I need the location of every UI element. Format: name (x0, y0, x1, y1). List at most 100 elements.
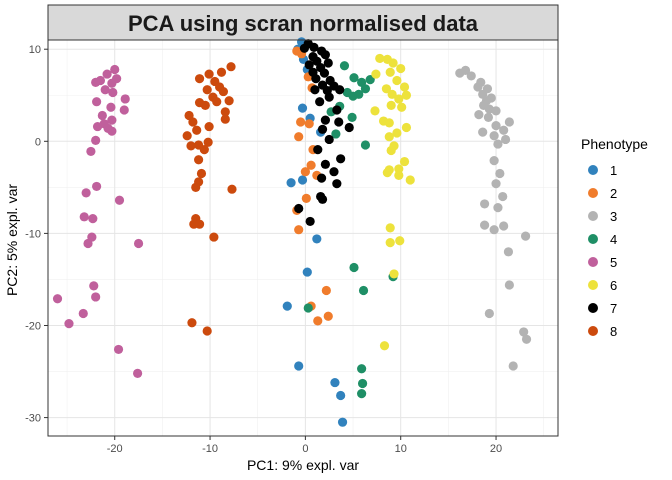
y-tick-label: -20 (25, 320, 41, 332)
x-tick-label: 10 (395, 443, 407, 455)
data-point-phenotype-6 (387, 89, 397, 99)
data-point-phenotype-8 (182, 131, 192, 141)
legend-label-6: 6 (610, 278, 617, 293)
legend-key-4 (588, 234, 598, 244)
data-point-phenotype-8 (199, 144, 209, 155)
data-point-phenotype-2 (313, 316, 323, 326)
data-point-phenotype-1 (286, 178, 296, 188)
data-point-phenotype-4 (357, 378, 368, 389)
x-axis-ticks: -20 -10 0 10 20 (107, 436, 502, 455)
data-point-phenotype-4 (349, 73, 359, 83)
data-point-phenotype-8 (191, 182, 201, 192)
legend-label-4: 4 (610, 232, 617, 247)
data-point-phenotype-2 (300, 167, 310, 177)
data-point-phenotype-8 (202, 326, 212, 336)
y-axis-title: PC2: 5% expl. var (4, 184, 20, 296)
data-point-phenotype-6 (385, 238, 395, 248)
data-point-phenotype-4 (360, 84, 371, 94)
data-point-phenotype-5 (91, 292, 101, 302)
legend-label-3: 3 (610, 209, 617, 224)
data-point-phenotype-4 (349, 262, 359, 273)
data-point-phenotype-8 (186, 141, 196, 151)
data-point-phenotype-5 (119, 105, 129, 115)
legend-title: Phenotype (581, 136, 648, 152)
data-point-phenotype-5 (107, 126, 117, 136)
data-point-phenotype-8 (220, 107, 230, 117)
data-point-phenotype-3 (484, 308, 494, 319)
data-point-phenotype-2 (294, 132, 304, 142)
y-tick-label: 10 (29, 44, 41, 56)
data-point-phenotype-5 (64, 319, 74, 329)
data-point-phenotype-6 (395, 236, 405, 246)
data-point-phenotype-4 (354, 89, 364, 99)
data-point-phenotype-7 (315, 97, 325, 107)
data-point-phenotype-3 (493, 203, 503, 213)
data-point-phenotype-1 (337, 417, 348, 427)
data-point-phenotype-5 (88, 214, 98, 224)
data-point-phenotype-6 (399, 82, 410, 92)
data-point-phenotype-7 (319, 68, 330, 78)
data-point-phenotype-1 (297, 103, 308, 113)
data-point-phenotype-3 (479, 220, 490, 230)
data-point-phenotype-5 (133, 238, 144, 249)
panel-border (47, 39, 559, 437)
data-point-phenotype-8 (196, 168, 207, 179)
data-point-phenotype-7 (332, 105, 342, 115)
data-point-phenotype-4 (339, 61, 350, 71)
data-point-phenotype-2 (323, 311, 333, 321)
data-point-phenotype-3 (491, 179, 501, 189)
data-point-phenotype-5 (92, 181, 102, 192)
data-point-phenotype-6 (385, 67, 395, 77)
data-point-phenotype-3 (521, 334, 532, 344)
data-point-phenotype-2 (321, 285, 331, 296)
data-point-phenotype-7 (344, 122, 354, 133)
y-tick-label: 0 (35, 136, 41, 148)
data-point-phenotype-5 (106, 102, 116, 112)
data-point-phenotype-3 (491, 106, 501, 116)
data-point-phenotype-1 (330, 377, 340, 388)
y-tick-label: -30 (25, 413, 41, 425)
data-point-phenotype-7 (320, 159, 331, 169)
data-point-phenotype-1 (294, 361, 304, 371)
data-point-phenotype-7 (294, 203, 304, 214)
data-point-phenotype-6 (370, 106, 380, 116)
data-point-phenotype-5 (97, 110, 107, 121)
data-point-phenotype-6 (381, 84, 392, 94)
data-point-phenotype-6 (397, 102, 407, 112)
data-point-phenotype-3 (489, 131, 499, 141)
data-point-phenotype-6 (405, 175, 415, 185)
data-point-phenotype-5 (81, 188, 91, 198)
legend-key-6 (588, 280, 598, 290)
data-point-phenotype-6 (379, 341, 390, 351)
data-point-phenotype-4 (331, 129, 341, 139)
data-point-phenotype-8 (203, 137, 213, 147)
data-point-phenotype-3 (519, 327, 529, 337)
legend-label-8: 8 (610, 324, 617, 339)
data-point-phenotype-7 (324, 92, 334, 102)
data-point-phenotype-6 (384, 132, 394, 142)
data-point-phenotype-7 (317, 194, 328, 204)
data-point-phenotype-3 (473, 82, 483, 92)
data-point-phenotype-2 (304, 119, 314, 129)
data-point-phenotype-6 (401, 122, 412, 133)
data-point-phenotype-3 (499, 221, 509, 231)
data-points (52, 37, 532, 427)
legend: 1 2 3 4 5 6 7 8 (588, 163, 617, 339)
data-point-phenotype-8 (192, 125, 202, 135)
data-point-phenotype-3 (478, 127, 488, 137)
data-point-phenotype-6 (401, 90, 412, 100)
data-point-phenotype-3 (508, 361, 518, 371)
data-point-phenotype-5 (79, 212, 89, 222)
data-point-phenotype-1 (302, 267, 312, 277)
data-point-phenotype-8 (209, 232, 219, 242)
data-point-phenotype-3 (499, 125, 509, 135)
data-point-phenotype-1 (336, 390, 346, 401)
data-point-phenotype-7 (309, 42, 319, 52)
data-point-phenotype-3 (466, 71, 476, 81)
data-point-phenotype-5 (91, 135, 101, 145)
data-point-phenotype-7 (336, 154, 346, 164)
data-point-phenotype-8 (202, 85, 212, 95)
data-point-phenotype-5 (107, 78, 117, 88)
data-point-phenotype-5 (91, 77, 101, 87)
data-point-phenotype-7 (323, 58, 333, 68)
